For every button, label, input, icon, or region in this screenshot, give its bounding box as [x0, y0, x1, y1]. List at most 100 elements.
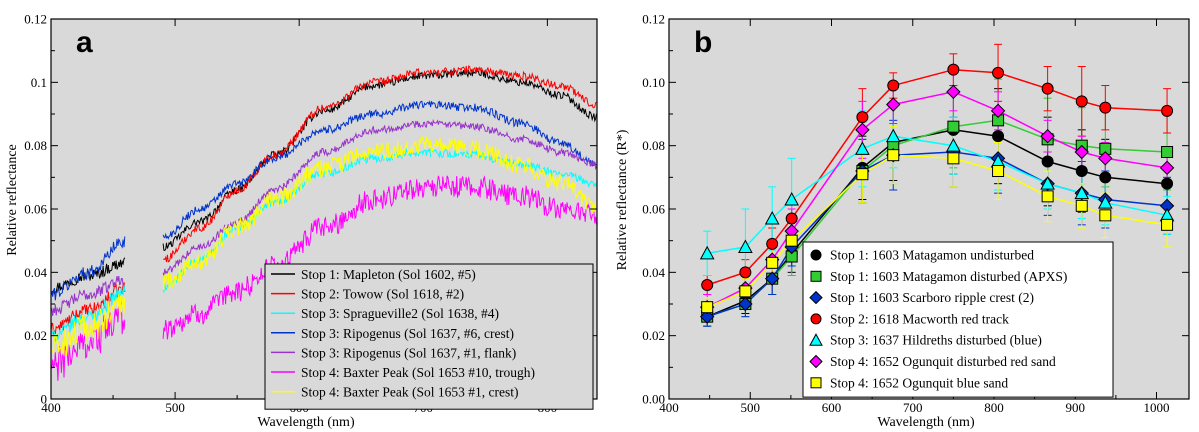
- legend-marker-b-1: [810, 249, 822, 261]
- ytick-label-b: 0.04: [642, 265, 665, 280]
- point-b-5: [885, 128, 901, 143]
- legend-label-b-6: Stop 4: 1652 Ogunquit disturbed red sand: [830, 354, 1056, 369]
- point-b-2: [947, 120, 960, 133]
- point-b-1: [1099, 171, 1112, 184]
- xlabel-b: Wavelength (nm): [877, 415, 975, 430]
- series-line-a-6: [50, 175, 597, 381]
- point-b-6: [855, 122, 870, 138]
- point-b-6: [1098, 151, 1113, 166]
- panel-label-b: b: [694, 26, 712, 59]
- point-b-7: [739, 285, 752, 298]
- legend-marker-b-7: [810, 377, 822, 389]
- point-b-6: [1074, 144, 1089, 160]
- panel-label-a: a: [76, 26, 93, 59]
- point-b-4: [992, 66, 1005, 79]
- ytick-label-a: 0.04: [24, 265, 47, 280]
- xtick-label-b: 800: [984, 400, 1004, 415]
- legend-marker-b-2: [810, 270, 822, 282]
- point-b-5: [1097, 195, 1113, 209]
- ylabel-a: Relative reflectance: [5, 144, 20, 256]
- point-b-4: [1099, 101, 1112, 114]
- point-b-5: [764, 210, 780, 225]
- point-b-3: [699, 309, 715, 324]
- point-b-1: [1041, 155, 1054, 168]
- point-b-4: [887, 79, 900, 92]
- series-line-a-7: [50, 135, 597, 357]
- xtick-label-b: 1000: [1144, 400, 1170, 415]
- xtick-label-b: 700: [903, 400, 923, 415]
- point-b-4: [766, 237, 779, 250]
- ytick-label-a: 0.08: [24, 138, 47, 153]
- legend-marker-b-3: [809, 290, 823, 305]
- legend-label-a-4: Stop 3: Ripogenus (Sol 1637, #6, crest): [301, 326, 514, 341]
- point-b-4: [1041, 82, 1054, 95]
- point-b-7: [1041, 190, 1054, 203]
- ylabel-b: Relative reflectance (R*): [615, 129, 630, 270]
- point-b-5: [699, 245, 715, 260]
- legend-marker-b-5: [809, 333, 823, 346]
- legend-label-b-5: Stop 3: 1637 Hildreths disturbed (blue): [830, 333, 1042, 348]
- point-b-4: [1075, 95, 1088, 108]
- ytick-label-a: 0.02: [24, 328, 47, 343]
- legend-label-a-7: Stop 4: Baxter Peak (Sol 1653 #1, crest): [301, 385, 518, 400]
- legend-label-a-5: Stop 3: Ripogenus (Sol 1637, #1, flank): [301, 345, 516, 360]
- point-b-4: [701, 279, 714, 291]
- legend-b: [802, 241, 1114, 398]
- point-b-4: [785, 212, 798, 225]
- legend-label-a-6: Stop 4: Baxter Peak (Sol 1653 #10, troug…: [301, 365, 535, 380]
- point-b-7: [785, 234, 798, 247]
- point-b-7: [1161, 218, 1174, 231]
- ytick-label-b: 0.02: [642, 328, 665, 343]
- ytick-label-b: 0.06: [642, 202, 665, 217]
- point-b-5: [946, 138, 961, 152]
- xlabel-a: Wavelength (nm): [257, 415, 355, 430]
- xtick-label-b: 500: [741, 400, 761, 415]
- legend-label-b-2: Stop 1: 1603 Matagamon disturbed (APXS): [830, 269, 1067, 284]
- point-b-2: [1161, 146, 1174, 158]
- point-b-4: [739, 266, 752, 279]
- point-b-7: [947, 152, 960, 165]
- legend-label-b-4: Stop 2: 1618 Macworth red track: [830, 311, 1009, 326]
- point-b-6: [946, 84, 961, 100]
- legend-label-a-3: Stop 3: Spragueville2 (Sol 1638, #4): [301, 306, 499, 321]
- point-b-1: [992, 130, 1005, 143]
- ytick-label-a: 0.12: [24, 12, 47, 27]
- ytick-label-a: 0.06: [24, 202, 47, 217]
- point-b-5: [784, 191, 800, 206]
- legend-marker-b-6: [809, 354, 823, 369]
- point-b-1: [1161, 177, 1174, 190]
- point-b-5: [1074, 185, 1090, 200]
- series-line-a-5: [50, 118, 597, 317]
- point-b-3: [764, 271, 780, 286]
- ytick-label-a: 0: [41, 392, 48, 407]
- point-b-4: [1161, 104, 1174, 117]
- legend-label-b-3: Stop 1: 1603 Scarboro ripple crest (2): [830, 290, 1034, 305]
- xtick-label-b: 400: [659, 400, 679, 415]
- point-b-6: [1040, 128, 1055, 144]
- chart-a: Relative reflectance Wavelength (nm) 400…: [5, 12, 598, 430]
- ytick-label-b: 0.00: [642, 392, 665, 407]
- legend-marker-b-4: [810, 313, 822, 325]
- ytick-label-b: 0.10: [642, 75, 665, 90]
- legend-label-b-1: Stop 1: 1603 Matagamon undisturbed: [830, 248, 1034, 263]
- point-b-6: [1159, 160, 1175, 176]
- point-b-6: [990, 103, 1006, 119]
- point-b-7: [766, 256, 779, 269]
- legend-label-b-7: Stop 4: 1652 Ogunquit blue sand: [830, 375, 1008, 390]
- point-b-4: [856, 111, 869, 124]
- point-b-1: [1075, 165, 1088, 177]
- point-b-5: [855, 141, 870, 155]
- point-b-7: [992, 165, 1005, 177]
- chart-b: Relative reflectance (R*) Wavelength (nm…: [615, 12, 1190, 430]
- point-b-7: [856, 168, 869, 181]
- xtick-label-a: 400: [41, 400, 61, 415]
- legend-label-a-1: Stop 1: Mapleton (Sol 1602, #5): [301, 267, 476, 282]
- point-b-7: [701, 301, 714, 314]
- point-b-6: [886, 97, 901, 112]
- point-b-5: [1040, 176, 1055, 190]
- series-line-a-4: [50, 99, 597, 301]
- legend-a: [264, 263, 594, 410]
- point-b-7: [1099, 209, 1112, 222]
- xtick-label-b: 900: [1066, 400, 1086, 415]
